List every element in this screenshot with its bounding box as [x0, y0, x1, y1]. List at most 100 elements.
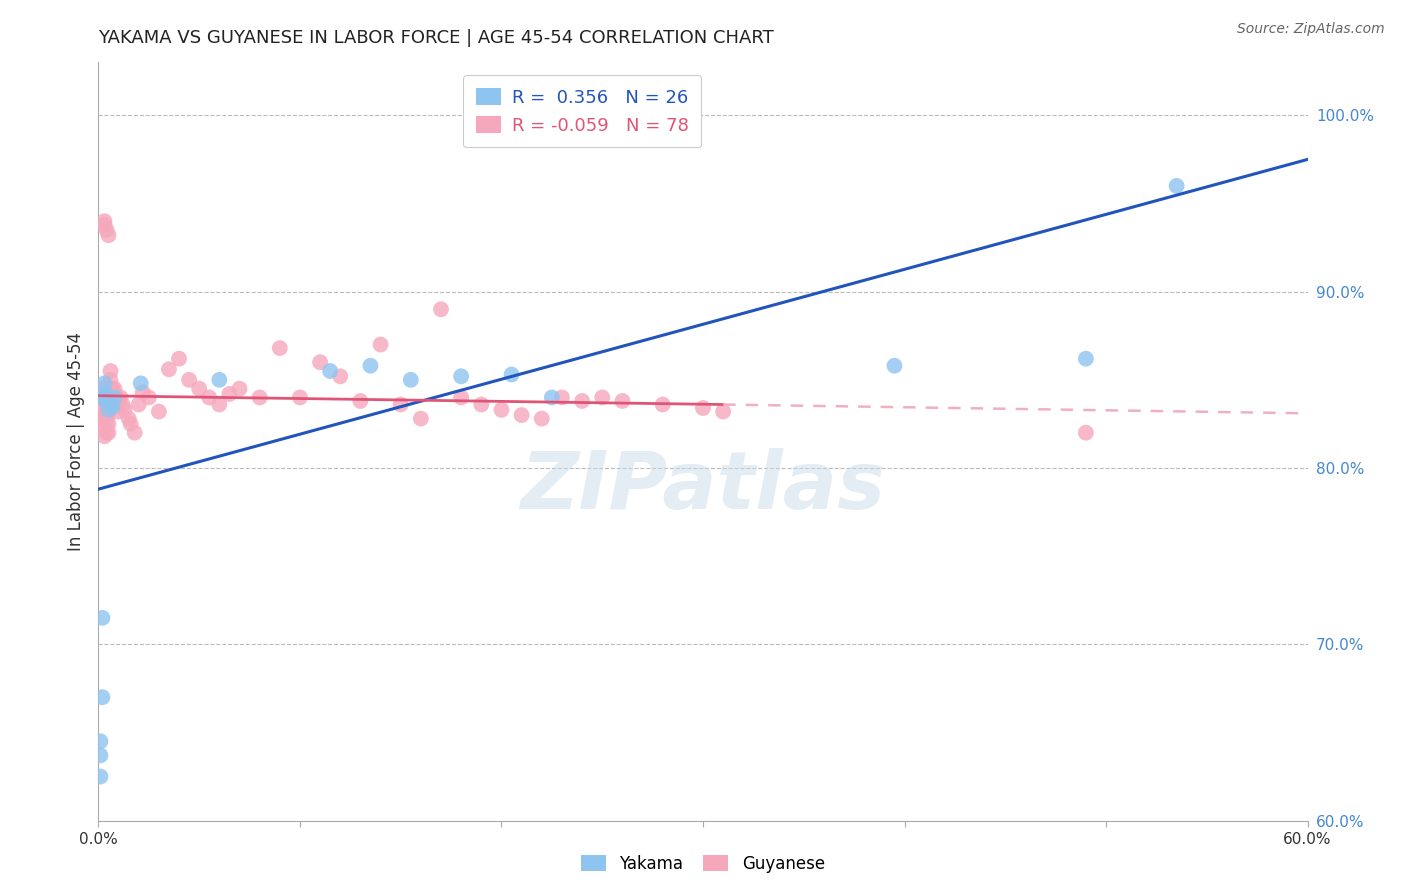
- Point: [360, 359, 382, 373]
- Point: [96, 394, 118, 409]
- Point: [129, 376, 152, 391]
- Point: [93, 420, 115, 434]
- Point: [591, 391, 613, 405]
- Point: [218, 387, 240, 401]
- Point: [470, 397, 492, 411]
- Point: [107, 394, 129, 409]
- Point: [450, 391, 472, 405]
- Point: [101, 399, 124, 413]
- Point: [450, 369, 472, 384]
- Point: [1074, 351, 1097, 366]
- Point: [389, 397, 412, 411]
- Point: [491, 402, 513, 417]
- Point: [103, 391, 125, 405]
- Point: [128, 397, 150, 411]
- Point: [100, 364, 122, 378]
- Point: [309, 355, 332, 369]
- Point: [101, 382, 124, 396]
- Point: [96, 387, 118, 401]
- Text: ZIPatlas: ZIPatlas: [520, 448, 886, 526]
- Point: [228, 382, 250, 396]
- Point: [167, 351, 190, 366]
- Point: [103, 382, 125, 396]
- Point: [105, 397, 128, 411]
- Point: [114, 402, 136, 417]
- Point: [93, 399, 115, 413]
- Point: [89, 399, 111, 413]
- Point: [97, 417, 120, 431]
- Point: [103, 391, 125, 405]
- Point: [124, 425, 146, 440]
- Point: [138, 391, 160, 405]
- Point: [208, 373, 231, 387]
- Point: [571, 394, 593, 409]
- Point: [93, 218, 115, 232]
- Point: [883, 359, 905, 373]
- Point: [93, 391, 115, 405]
- Point: [430, 302, 453, 317]
- Point: [157, 362, 180, 376]
- Point: [651, 397, 673, 411]
- Point: [97, 228, 120, 243]
- Point: [132, 385, 155, 400]
- Point: [100, 373, 122, 387]
- Point: [612, 394, 634, 409]
- Point: [96, 425, 118, 440]
- Point: [249, 391, 271, 405]
- Point: [711, 404, 734, 418]
- Point: [93, 376, 115, 391]
- Point: [188, 382, 211, 396]
- Point: [93, 214, 115, 228]
- Legend: R =  0.356   N = 26, R = -0.059   N = 78: R = 0.356 N = 26, R = -0.059 N = 78: [463, 75, 702, 147]
- Point: [349, 394, 371, 409]
- Point: [105, 391, 128, 405]
- Point: [409, 411, 432, 425]
- Point: [91, 690, 114, 705]
- Point: [1166, 178, 1188, 193]
- Point: [103, 399, 125, 413]
- Point: [96, 408, 118, 422]
- Point: [97, 408, 120, 422]
- Point: [89, 748, 111, 763]
- Point: [91, 382, 114, 396]
- Point: [179, 373, 201, 387]
- Point: [96, 417, 118, 431]
- Point: [208, 397, 231, 411]
- Point: [540, 391, 562, 405]
- Point: [93, 385, 115, 400]
- Point: [319, 364, 342, 378]
- Point: [101, 397, 124, 411]
- Point: [97, 397, 120, 411]
- Point: [91, 611, 114, 625]
- Point: [148, 404, 170, 418]
- Point: [107, 404, 129, 418]
- Point: [91, 411, 114, 425]
- Point: [1074, 425, 1097, 440]
- Point: [89, 734, 111, 748]
- Point: [93, 429, 115, 443]
- Point: [97, 402, 120, 417]
- Point: [93, 391, 115, 405]
- Point: [89, 770, 111, 784]
- Point: [89, 391, 111, 405]
- Point: [530, 411, 553, 425]
- Point: [91, 391, 114, 405]
- Point: [551, 391, 574, 405]
- Point: [100, 382, 122, 396]
- Point: [329, 369, 352, 384]
- Point: [269, 341, 291, 355]
- Point: [96, 391, 118, 405]
- Point: [110, 391, 132, 405]
- Point: [288, 391, 311, 405]
- Y-axis label: In Labor Force | Age 45-54: In Labor Force | Age 45-54: [66, 332, 84, 551]
- Text: Source: ZipAtlas.com: Source: ZipAtlas.com: [1237, 22, 1385, 37]
- Point: [111, 397, 134, 411]
- Text: YAKAMA VS GUYANESE IN LABOR FORCE | AGE 45-54 CORRELATION CHART: YAKAMA VS GUYANESE IN LABOR FORCE | AGE …: [98, 29, 775, 47]
- Point: [501, 368, 523, 382]
- Point: [510, 408, 533, 422]
- Point: [100, 391, 122, 405]
- Point: [100, 396, 122, 410]
- Point: [93, 411, 115, 425]
- Point: [198, 391, 221, 405]
- Point: [96, 223, 118, 237]
